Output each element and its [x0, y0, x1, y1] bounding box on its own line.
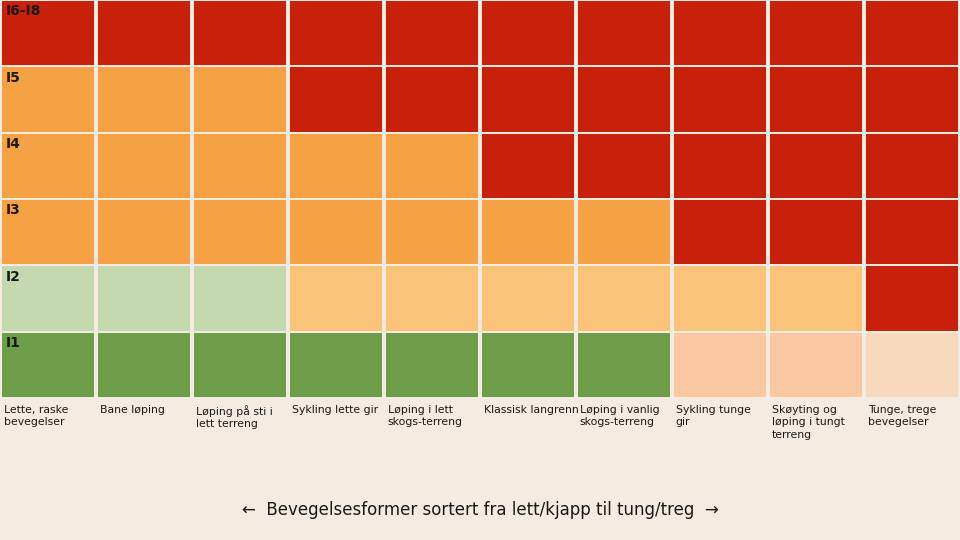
Bar — [674, 200, 766, 264]
Bar — [578, 333, 670, 397]
Bar — [194, 68, 286, 132]
Text: Sykling tunge
gir: Sykling tunge gir — [676, 404, 751, 427]
Bar — [482, 68, 574, 132]
Bar — [98, 68, 190, 132]
Bar — [770, 68, 862, 132]
Bar — [2, 266, 94, 330]
Bar — [194, 1, 286, 65]
Bar — [194, 200, 286, 264]
Bar — [98, 134, 190, 198]
Text: I1: I1 — [6, 336, 20, 350]
Bar — [98, 200, 190, 264]
Text: I5: I5 — [6, 71, 20, 85]
Bar — [482, 200, 574, 264]
Text: Løping på sti i
lett terreng: Løping på sti i lett terreng — [196, 404, 273, 429]
Bar — [194, 333, 286, 397]
Bar — [674, 134, 766, 198]
Bar — [98, 1, 190, 65]
Text: I3: I3 — [6, 204, 20, 217]
Bar — [290, 134, 382, 198]
Bar — [2, 333, 94, 397]
Bar — [578, 134, 670, 198]
Bar — [290, 266, 382, 330]
Bar — [866, 266, 958, 330]
Bar — [386, 266, 478, 330]
Bar — [866, 333, 958, 397]
Bar — [386, 1, 478, 65]
Bar — [386, 333, 478, 397]
Bar — [290, 200, 382, 264]
Text: I2: I2 — [6, 269, 20, 284]
Bar — [770, 266, 862, 330]
Bar — [386, 134, 478, 198]
Bar — [866, 1, 958, 65]
Bar — [866, 200, 958, 264]
Bar — [290, 68, 382, 132]
Bar — [98, 266, 190, 330]
Bar — [674, 266, 766, 330]
Bar — [98, 333, 190, 397]
Text: I6-I8: I6-I8 — [6, 4, 41, 18]
Text: Lette, raske
bevegelser: Lette, raske bevegelser — [4, 404, 68, 427]
Bar — [482, 266, 574, 330]
Bar — [578, 266, 670, 330]
Bar — [770, 200, 862, 264]
Bar — [578, 68, 670, 132]
Bar — [194, 266, 286, 330]
Bar — [386, 200, 478, 264]
Text: Sykling lette gir: Sykling lette gir — [292, 404, 378, 415]
Bar — [770, 1, 862, 65]
Text: Skøyting og
løping i tungt
terreng: Skøyting og løping i tungt terreng — [772, 404, 845, 440]
Bar — [866, 68, 958, 132]
Text: Løping i lett
skogs-terreng: Løping i lett skogs-terreng — [388, 404, 463, 427]
Bar — [482, 333, 574, 397]
Bar — [770, 134, 862, 198]
Text: Tunge, trege
bevegelser: Tunge, trege bevegelser — [868, 404, 936, 427]
Bar — [482, 134, 574, 198]
Text: I4: I4 — [6, 137, 20, 151]
Bar — [2, 134, 94, 198]
Bar — [290, 1, 382, 65]
Bar — [290, 333, 382, 397]
Bar — [2, 68, 94, 132]
Bar — [2, 1, 94, 65]
Bar — [2, 200, 94, 264]
Bar — [770, 333, 862, 397]
Text: Bane løping: Bane løping — [100, 404, 165, 415]
Bar — [674, 333, 766, 397]
Bar — [674, 1, 766, 65]
Bar — [578, 200, 670, 264]
Text: Løping i vanlig
skogs-terreng: Løping i vanlig skogs-terreng — [580, 404, 660, 427]
Bar — [674, 68, 766, 132]
Bar — [866, 134, 958, 198]
Bar — [194, 134, 286, 198]
Bar — [578, 1, 670, 65]
Bar — [482, 1, 574, 65]
Text: ←  Bevegelsesformer sortert fra lett/kjapp til tung/treg  →: ← Bevegelsesformer sortert fra lett/kjap… — [242, 501, 718, 519]
Bar — [386, 68, 478, 132]
Text: Klassisk langrenn: Klassisk langrenn — [484, 404, 579, 415]
